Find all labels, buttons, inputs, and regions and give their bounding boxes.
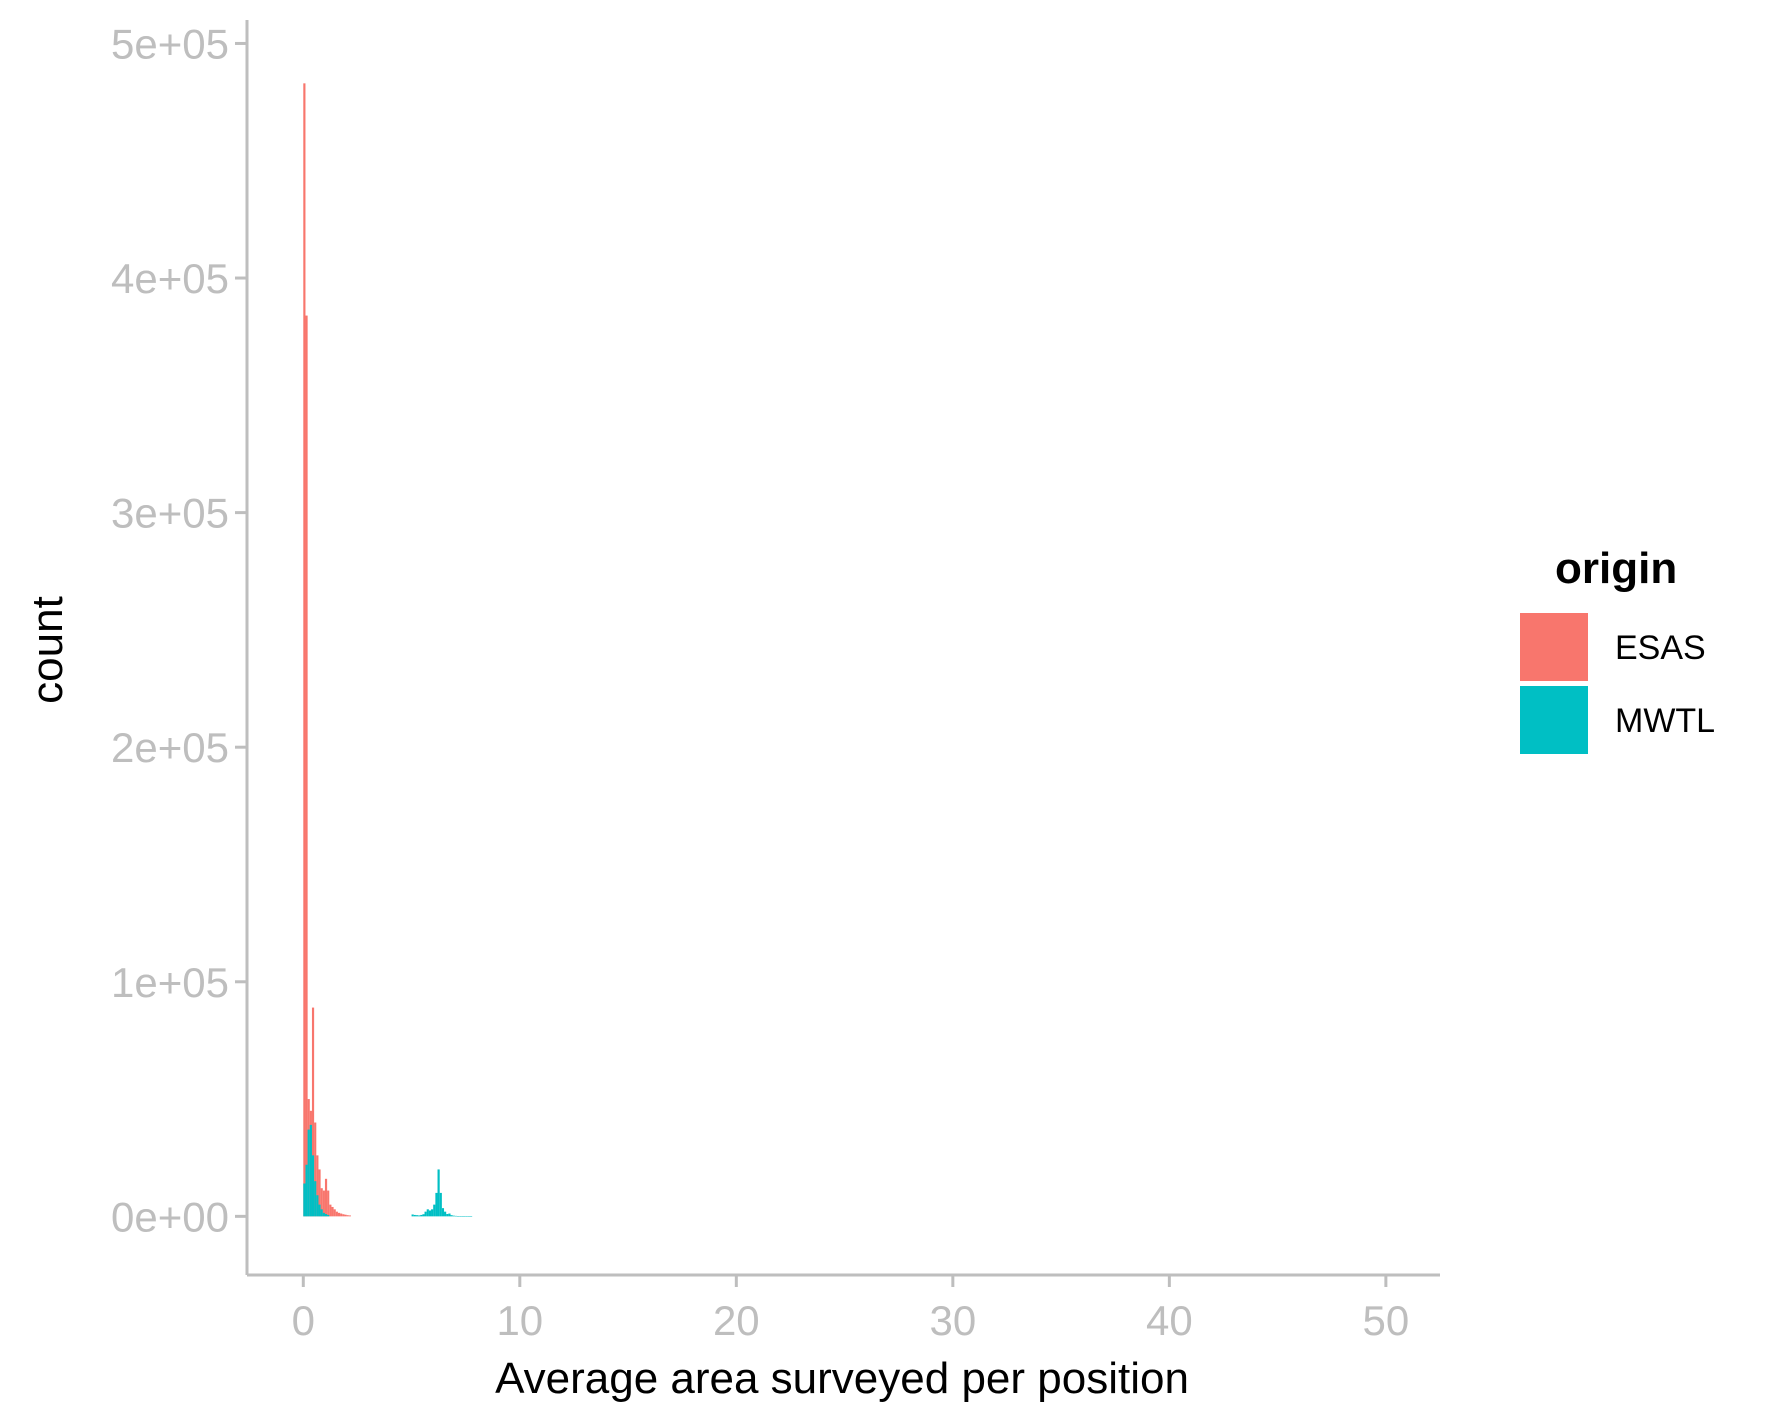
legend-items: ESAS MWTL	[1520, 613, 1715, 754]
bar-esas-8	[320, 1188, 323, 1217]
legend: origin ESAS MWTL	[1520, 544, 1715, 754]
bar-mwtl-19	[426, 1209, 429, 1217]
bar-esas-11	[327, 1190, 330, 1217]
bar-mwtl-18	[424, 1211, 427, 1217]
bar-mwtl-31	[452, 1215, 455, 1217]
bar-mwtl-38	[467, 1216, 471, 1217]
y-tick-label: 4e+05	[111, 255, 229, 302]
bar-mwtl-27	[444, 1211, 447, 1217]
bar-mwtl-29	[448, 1213, 451, 1217]
bar-esas-5	[314, 1122, 317, 1217]
x-tick-label: 40	[1146, 1297, 1193, 1344]
x-tick-label: 20	[713, 1297, 760, 1344]
x-axis-title: Average area surveyed per position	[495, 1354, 1189, 1403]
bar-mwtl-22	[433, 1204, 436, 1217]
bar-mwtl-33	[457, 1216, 460, 1217]
x-tick-label: 10	[496, 1297, 543, 1344]
y-axis-title: count	[23, 596, 72, 704]
y-tick-label: 2e+05	[111, 724, 229, 771]
bar-mwtl-14	[415, 1215, 419, 1217]
x-tick-label: 30	[929, 1297, 976, 1344]
bar-mwtl-2	[307, 1129, 310, 1217]
bar-mwtl-6	[316, 1195, 319, 1217]
bar-mwtl-35	[461, 1216, 464, 1217]
bar-esas-1	[305, 315, 308, 1217]
bar-mwtl-23	[435, 1192, 438, 1217]
x-tick-label: 50	[1363, 1297, 1410, 1344]
bar-mwtl-5	[314, 1181, 317, 1217]
bar-mwtl-4	[311, 1155, 315, 1217]
bar-mwtl-17	[422, 1214, 425, 1217]
bar-esas-20	[346, 1215, 349, 1217]
bar-esas-14	[333, 1209, 336, 1217]
bar-esas-4	[311, 1007, 315, 1217]
bar-esas-10	[324, 1178, 328, 1217]
bar-mwtl-15	[418, 1215, 421, 1217]
bar-mwtl-9	[322, 1212, 325, 1217]
bar-mwtl-25	[439, 1192, 442, 1217]
legend-title: origin	[1555, 544, 1677, 593]
legend-label-mwtl: MWTL	[1615, 702, 1715, 740]
bar-mwtl-28	[446, 1214, 449, 1217]
bar-esas-9	[322, 1190, 325, 1217]
bar-esas-13	[331, 1206, 334, 1217]
bar-esas-15	[335, 1211, 338, 1217]
legend-key-esas	[1520, 613, 1588, 681]
bar-esas-7	[318, 1169, 321, 1217]
bar-esas-6	[316, 1155, 319, 1217]
bar-esas-12	[329, 1204, 332, 1217]
bar-mwtl-34	[459, 1216, 462, 1217]
y-tick-label: 1e+05	[111, 959, 229, 1006]
bar-esas-19	[344, 1214, 347, 1217]
bar-esas-16	[337, 1212, 341, 1217]
bar-mwtl-7	[318, 1204, 321, 1217]
bar-mwtl-32	[454, 1215, 458, 1217]
y-tick-label: 3e+05	[111, 490, 229, 537]
bar-mwtl-21	[431, 1209, 434, 1217]
legend-key-mwtl	[1520, 686, 1588, 754]
bar-esas-18	[342, 1214, 345, 1217]
axes-layer: 0e+00 1e+05 2e+05 3e+05 4e+05 5e+05 0 10 20 30 40 5…	[111, 20, 1440, 1344]
bar-mwtl-0	[303, 1183, 306, 1217]
bars-layer	[303, 83, 473, 1217]
bar-esas-21	[348, 1215, 351, 1217]
bar-mwtl-12	[411, 1214, 414, 1217]
bar-mwtl-20	[428, 1210, 432, 1217]
y-tick-label: 0e+00	[111, 1193, 229, 1240]
bar-esas-0	[303, 83, 306, 1217]
bar-mwtl-16	[420, 1214, 423, 1217]
x-tick-label: 0	[292, 1297, 315, 1344]
y-tick-label: 5e+05	[111, 20, 229, 67]
bar-mwtl-13	[413, 1214, 416, 1217]
bar-mwtl-3	[309, 1124, 312, 1217]
bar-mwtl-37	[465, 1216, 468, 1217]
bar-mwtl-8	[320, 1209, 323, 1217]
bar-mwtl-39	[470, 1216, 473, 1217]
legend-label-esas: ESAS	[1615, 629, 1706, 667]
bar-esas-17	[340, 1213, 343, 1217]
bar-mwtl-26	[441, 1208, 445, 1217]
bar-mwtl-10	[324, 1214, 328, 1217]
bar-mwtl-36	[463, 1216, 466, 1217]
bar-mwtl-30	[450, 1215, 453, 1217]
bar-mwtl-11	[327, 1214, 330, 1217]
bar-mwtl-1	[305, 1164, 308, 1217]
bar-mwtl-24	[437, 1169, 440, 1217]
